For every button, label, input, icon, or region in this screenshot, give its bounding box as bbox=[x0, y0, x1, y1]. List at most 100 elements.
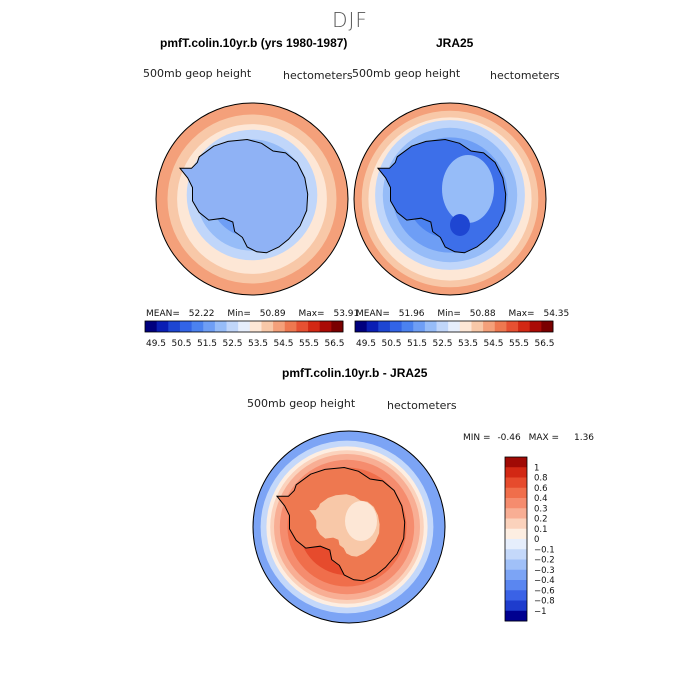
colorbar-swatch bbox=[389, 321, 402, 332]
colorbar-swatch bbox=[505, 518, 527, 530]
colorbar-swatch bbox=[168, 321, 181, 332]
page-title: DJF bbox=[332, 8, 368, 32]
colorbar-tick-label: 54.5 bbox=[273, 339, 293, 349]
colorbar-swatch bbox=[436, 321, 449, 332]
colorbar-swatch bbox=[378, 321, 391, 332]
panel2-mean-label: MEAN= bbox=[356, 309, 390, 319]
colorbar-tick-label: −0.8 bbox=[534, 597, 555, 607]
antarctica-core bbox=[345, 501, 377, 541]
antarctica-plateau bbox=[442, 155, 494, 223]
colorbar-swatch bbox=[191, 321, 204, 332]
colorbar-tick-label: 49.5 bbox=[356, 339, 376, 349]
colorbar-swatch bbox=[214, 321, 227, 332]
panel2-mean-value: 51.96 bbox=[398, 309, 425, 319]
colorbar-tick-label: −1 bbox=[534, 607, 547, 617]
colorbar-tick-label: 51.5 bbox=[197, 339, 217, 349]
colorbar-swatch bbox=[505, 477, 527, 489]
panel2-min-value: 50.88 bbox=[469, 309, 496, 319]
colorbar-swatch bbox=[226, 321, 239, 332]
colorbar-swatch bbox=[284, 321, 297, 332]
colorbar-tick-label: 50.5 bbox=[381, 339, 401, 349]
antarctica-coastline bbox=[275, 466, 406, 582]
colorbar-swatch bbox=[505, 559, 527, 571]
panel3-field-label: 500mb geop height bbox=[247, 397, 356, 410]
panel2-max-label: Max= bbox=[508, 309, 535, 319]
panel1-title: pmfT.colin.10yr.b (yrs 1980-1987) bbox=[160, 36, 348, 50]
colorbar-swatch bbox=[424, 321, 437, 332]
map-border bbox=[252, 430, 446, 624]
colorbar-tick-label: 50.5 bbox=[171, 339, 191, 349]
panel1-min-value: 50.89 bbox=[259, 309, 286, 319]
colorbar-swatch bbox=[261, 321, 274, 332]
panel1-max-value: 53.91 bbox=[333, 309, 360, 319]
panel3-min-label: MIN = bbox=[463, 433, 491, 443]
colorbar-swatch bbox=[459, 321, 472, 332]
panel1-max-label: Max= bbox=[298, 309, 325, 319]
colorbar-swatch bbox=[505, 569, 527, 581]
colorbar-tick-label: 49.5 bbox=[146, 339, 166, 349]
colorbar-swatch bbox=[483, 321, 496, 332]
panel3-title: pmfT.colin.10yr.b - JRA25 bbox=[282, 366, 428, 380]
colorbar-swatch bbox=[541, 321, 554, 332]
colorbar-tick-label: 0.6 bbox=[534, 484, 548, 494]
panel1-field-label: 500mb geop height bbox=[143, 67, 252, 80]
map-panel-2 bbox=[354, 103, 546, 295]
colorbar-tick-label: 0 bbox=[534, 535, 539, 545]
panel2-title: JRA25 bbox=[436, 36, 474, 50]
panel1-units-label: hectometers bbox=[283, 69, 353, 82]
colorbar-tick-label: 55.5 bbox=[299, 339, 319, 349]
colorbar-frame bbox=[504, 456, 528, 622]
colorbar-tick-label: 51.5 bbox=[407, 339, 427, 349]
colorbar-tick-label: 0.2 bbox=[534, 515, 548, 525]
colorbar-swatch bbox=[505, 580, 527, 591]
colorbar-swatch bbox=[506, 321, 519, 332]
panel2-field-label: 500mb geop height bbox=[352, 67, 461, 80]
colorbar-tick-label: −0.2 bbox=[534, 556, 555, 566]
antarctica-low bbox=[450, 214, 470, 236]
panel2-max-value: 54.35 bbox=[543, 309, 570, 319]
colorbar-swatch bbox=[273, 321, 286, 332]
colorbar-swatch bbox=[331, 321, 344, 332]
colorbar-swatch bbox=[471, 321, 484, 332]
panel2-min-label: Min= bbox=[437, 309, 461, 319]
colorbar-swatch bbox=[145, 321, 158, 332]
colorbar-tick-label: −0.6 bbox=[534, 586, 555, 596]
colorbar-swatch bbox=[505, 457, 527, 468]
colorbar-swatch bbox=[505, 498, 527, 509]
colorbar-tick-label: 55.5 bbox=[509, 339, 529, 349]
colorbar-tick-label: 1 bbox=[534, 463, 539, 473]
colorbar-tick-label: 52.5 bbox=[222, 339, 242, 349]
colorbar-swatch bbox=[238, 321, 251, 332]
colorbar-tick-label: 54.5 bbox=[483, 339, 503, 349]
colorbar-swatch bbox=[494, 321, 507, 332]
panel3-min-value: -0.46 bbox=[497, 433, 521, 443]
colorbar-swatch bbox=[505, 600, 527, 612]
colorbar-swatch bbox=[505, 590, 527, 601]
map-border bbox=[155, 102, 349, 296]
colorbar-tick-label: 56.5 bbox=[534, 339, 554, 349]
colorbar-swatch bbox=[505, 539, 527, 550]
colorbar-swatch bbox=[518, 321, 531, 332]
colorbar-swatch bbox=[505, 610, 527, 622]
panel1-stats: MEAN= 52.22 Min= 50.89 Max= 53.91 bbox=[146, 309, 359, 319]
colorbar-swatch bbox=[529, 321, 542, 332]
colorbar-tick-label: 0.4 bbox=[534, 494, 548, 504]
colorbar-swatch bbox=[505, 549, 527, 560]
panel3-units-label: hectometers bbox=[387, 399, 457, 412]
colorbar-swatch bbox=[319, 321, 332, 332]
colorbar-swatch bbox=[156, 321, 169, 332]
panel1-mean-label: MEAN= bbox=[146, 309, 180, 319]
panel2-stats: MEAN= 51.96 Min= 50.88 Max= 54.35 bbox=[356, 309, 569, 319]
colorbar-swatch bbox=[296, 321, 309, 332]
colorbar-tick-label: 56.5 bbox=[324, 339, 344, 349]
antarctica-coastline bbox=[178, 138, 309, 254]
colorbar-tick-label: 0.1 bbox=[534, 525, 548, 535]
antarctica-coastline bbox=[376, 138, 507, 254]
colorbar-frame bbox=[144, 320, 344, 333]
panel3-stats: MIN = -0.46 MAX = 1.36 bbox=[463, 433, 594, 443]
panel1-mean-value: 52.22 bbox=[188, 309, 215, 319]
colorbar-tick-label: 53.5 bbox=[458, 339, 478, 349]
colorbar-frame bbox=[354, 320, 554, 333]
colorbar-swatch bbox=[366, 321, 379, 332]
